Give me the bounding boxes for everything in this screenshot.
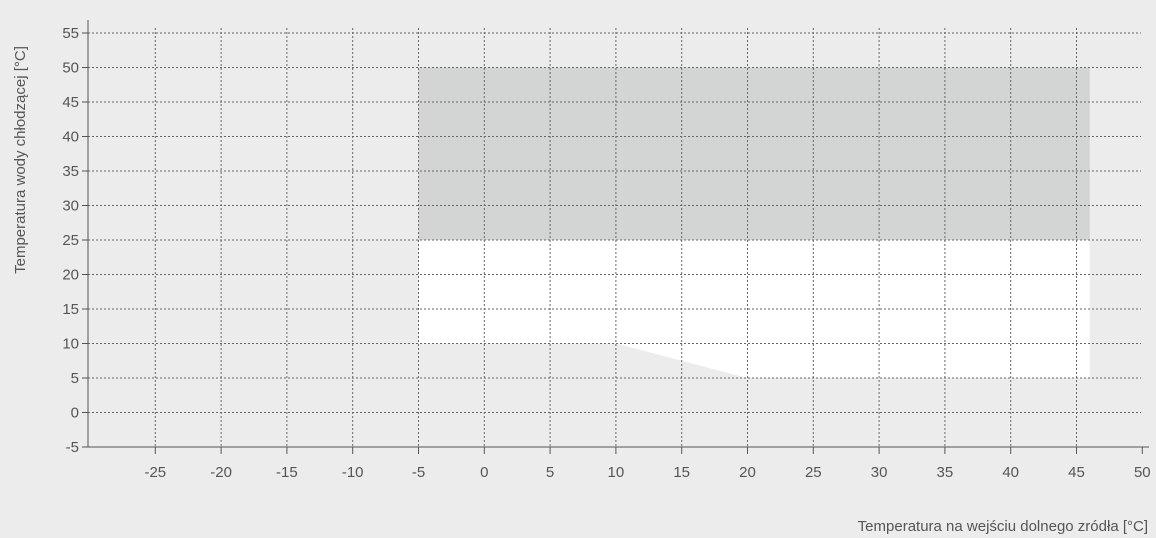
y-tick-label: 5 xyxy=(71,370,79,387)
x-tick-label: -25 xyxy=(144,464,166,481)
x-tick-label: -20 xyxy=(210,464,232,481)
tick-labels-layer: -5 0 5 10 15 20 25 30 35 40 45 50 55 -25 -20 -15 -10 -5 0 5… xyxy=(62,25,1150,481)
x-tick-label: 20 xyxy=(739,464,756,481)
x-axis-title: Temperatura na wejściu dolnego zródła [°… xyxy=(858,518,1148,535)
y-tick-label: 55 xyxy=(62,25,79,42)
x-tick-label: 0 xyxy=(480,464,488,481)
x-tick-label: 40 xyxy=(1002,464,1019,481)
y-axis-title: Temperatura wody chłodzącej [°C] xyxy=(12,46,29,274)
x-tick-label: 25 xyxy=(805,464,822,481)
grid-layer xyxy=(88,28,1141,447)
x-tick-label: 10 xyxy=(608,464,625,481)
x-tick-label: -10 xyxy=(342,464,364,481)
region-0 xyxy=(418,67,1090,240)
x-tick-label: 5 xyxy=(546,464,554,481)
y-tick-label: 25 xyxy=(62,232,79,249)
x-tick-label: 15 xyxy=(673,464,690,481)
x-tick-label: 30 xyxy=(871,464,888,481)
x-tick-label: 35 xyxy=(937,464,954,481)
y-tick-label: 10 xyxy=(62,336,79,353)
y-tick-label: -5 xyxy=(66,439,79,456)
y-tick-label: 45 xyxy=(62,94,79,111)
y-tick-label: 0 xyxy=(71,405,79,422)
regions-layer xyxy=(418,67,1090,378)
x-tick-label: -5 xyxy=(412,464,425,481)
y-tick-label: 15 xyxy=(62,301,79,318)
y-tick-label: 30 xyxy=(62,198,79,215)
y-tick-label: 35 xyxy=(62,163,79,180)
x-tick-label: 50 xyxy=(1134,464,1151,481)
y-tick-label: 20 xyxy=(62,267,79,284)
axes-layer xyxy=(87,20,1149,448)
y-tick-label: 40 xyxy=(62,129,79,146)
x-tick-label: -15 xyxy=(276,464,298,481)
y-tick-label: 50 xyxy=(62,60,79,77)
x-tick-label: 45 xyxy=(1068,464,1085,481)
